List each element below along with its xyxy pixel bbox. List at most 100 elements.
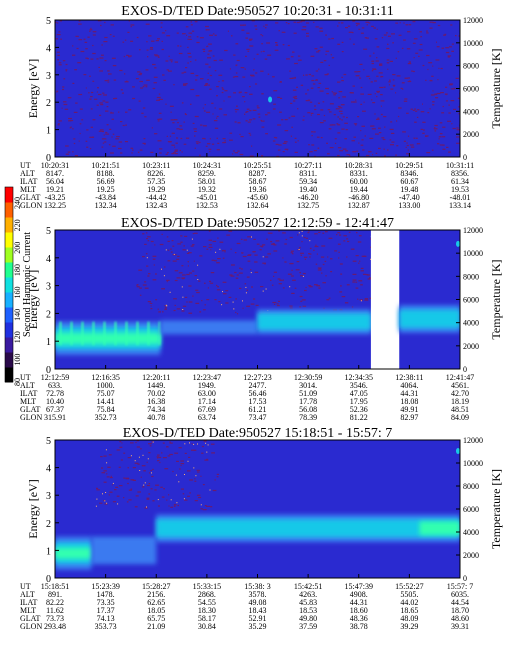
ephemeris-value: 5505.	[400, 590, 418, 599]
emission-band-2	[160, 320, 258, 335]
ephemeris-value: 8346.	[400, 169, 418, 178]
ephemeris-value: 18.05	[147, 606, 165, 615]
ephemeris-value: 67.69	[198, 405, 216, 414]
panel-title: EXOS-D/TED Date:950527 12:12:59 - 12:41:…	[121, 216, 394, 231]
ephemeris-value: 62.65	[147, 598, 165, 607]
ephemeris-value: 19.44	[350, 185, 368, 194]
ephemeris-value: 48.09	[400, 614, 418, 623]
ephemeris-value: -46.20	[298, 193, 319, 202]
y2-tick-label: 4000	[463, 107, 479, 116]
plot-area	[55, 440, 460, 578]
ephemeris-label: UT	[20, 161, 31, 170]
ephemeris-value: 82.97	[400, 413, 418, 422]
emission-band-1	[55, 536, 92, 570]
ephemeris-value: 74.34	[147, 405, 165, 414]
ephemeris-value: 52.36	[350, 405, 368, 414]
ephemeris-value: 10:23:11	[142, 161, 170, 170]
ephemeris-value: 10:25:51	[243, 161, 271, 170]
y-tick-label: 4	[46, 43, 51, 54]
temperature-axis-label: Temperature [K]	[489, 469, 503, 549]
ephemeris-value: 73.47	[249, 413, 267, 422]
y2-tick-label: 10000	[463, 39, 483, 48]
y2-tick-label: 6000	[463, 85, 479, 94]
emission-band-3	[257, 309, 371, 335]
ephemeris-value: 12:38:11	[395, 373, 423, 382]
ephemeris-value: 8311.	[299, 169, 317, 178]
ephemeris-value: 12:30:59	[294, 373, 322, 382]
ephemeris-value: 75.84	[97, 405, 115, 414]
y-tick-label: 1	[46, 126, 51, 137]
emission-band-3	[156, 514, 460, 543]
ephemeris-value: 353.73	[95, 622, 117, 631]
ephemeris-value: 18.43	[249, 606, 267, 615]
colorbar-tick-label: 160	[13, 287, 22, 299]
ephemeris-table: UT 12:12:59 12:16:35 12:20:11 12:23:47 12:27:…	[20, 373, 474, 422]
panel-title: EXOS-D/TED Date:950527 15:18:51 - 15:57:…	[123, 426, 392, 441]
data-gap	[370, 230, 400, 369]
colorbar-swatch	[5, 352, 13, 368]
ephemeris-label: GLON	[20, 413, 42, 422]
plot-area	[55, 20, 460, 157]
colorbar-swatch	[5, 337, 13, 353]
ephemeris-value: -43.25	[45, 193, 66, 202]
ephemeris-value: 57.35	[147, 177, 165, 186]
ephemeris-value: 12:23:47	[193, 373, 221, 382]
ephemeris-label: ALT	[20, 590, 35, 599]
ephemeris-value: 18.08	[400, 397, 418, 406]
y-tick-label: 5	[46, 16, 51, 27]
ephemeris-value: 10:24:31	[193, 161, 221, 170]
ephemeris-label: UT	[20, 582, 31, 591]
ephemeris-value: 8356.	[451, 169, 469, 178]
ephemeris-value: 11.62	[46, 606, 64, 615]
ephemeris-value: 12:12:59	[41, 373, 69, 382]
ephemeris-label: ILAT	[20, 389, 37, 398]
ephemeris-value: 45.83	[299, 598, 317, 607]
ephemeris-value: 15:57: 7	[447, 582, 473, 591]
ephemeris-value: 315.91	[44, 413, 66, 422]
ephemeris-value: 133.00	[398, 201, 420, 210]
colorbar-tick-label: 120	[13, 331, 22, 343]
ephemeris-value: 17.14	[198, 397, 216, 406]
ephemeris-value: 39.29	[400, 622, 418, 631]
ephemeris-label: UT	[20, 373, 31, 382]
ephemeris-table: UT 10:20:31 10:21:51 10:23:11 10:24:31 10:25:…	[20, 161, 474, 210]
ephemeris-value: 44.31	[400, 389, 418, 398]
ephemeris-value: 4561.	[451, 381, 469, 390]
ephemeris-value: 1000.	[97, 381, 115, 390]
colorbar-swatch	[5, 307, 13, 323]
y-tick-label: 2	[46, 519, 51, 530]
ephemeris-value: 2477.	[249, 381, 267, 390]
ephemeris-value: 17.53	[249, 397, 267, 406]
ephemeris-value: 3546.	[350, 381, 368, 390]
ephemeris-value: 65.75	[147, 614, 165, 623]
ephemeris-value: 61.34	[451, 177, 469, 186]
y-tick-label: 1	[46, 337, 51, 348]
ephemeris-value: 132.53	[196, 201, 218, 210]
ephemeris-value: 17.78	[299, 397, 317, 406]
colorbar-tick-label: 240	[13, 197, 22, 209]
ephemeris-value: 48.51	[451, 405, 469, 414]
ephemeris-value: 56.69	[97, 177, 115, 186]
plot-area	[55, 230, 460, 369]
colorbar-swatch	[5, 322, 13, 338]
ephemeris-value: 73.35	[97, 598, 115, 607]
y2-tick-label: 4000	[463, 528, 479, 537]
ephemeris-value: 12:34:35	[345, 373, 373, 382]
ephemeris-value: 132.64	[247, 201, 269, 210]
ephemeris-label: ALT	[20, 169, 35, 178]
ephemeris-value: 42.70	[451, 389, 469, 398]
ephemeris-value: 14.41	[97, 397, 115, 406]
ephemeris-value: 10:20:31	[41, 161, 69, 170]
ephemeris-value: 56.08	[299, 405, 317, 414]
ephemeris-value: 1478.	[97, 590, 115, 599]
ephemeris-value: 2156.	[147, 590, 165, 599]
ephemeris-value: 15:28:27	[142, 582, 170, 591]
ephemeris-value: 12:16:35	[91, 373, 119, 382]
y2-tick-label: 4000	[463, 319, 479, 328]
ephemeris-value: 4263.	[299, 590, 317, 599]
energy-axis-label: Energy [eV]	[26, 479, 40, 538]
ephemeris-label: GLON	[20, 622, 42, 631]
ephemeris-value: 18.53	[299, 606, 317, 615]
y-tick-label: 0	[46, 365, 51, 376]
